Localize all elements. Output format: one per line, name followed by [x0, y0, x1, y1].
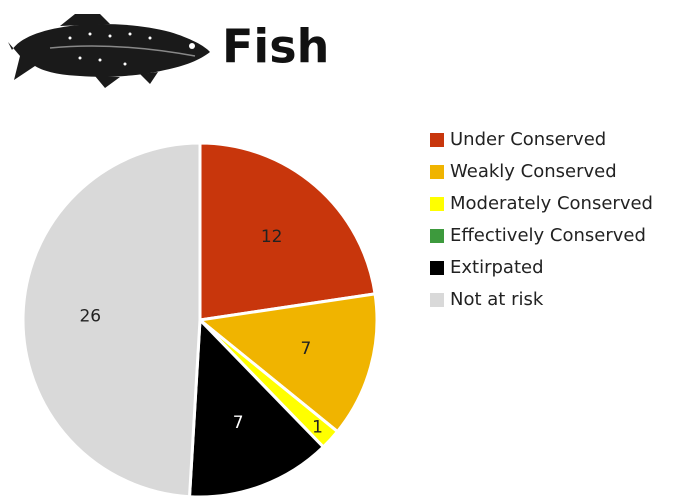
data-label: 7 [300, 339, 311, 359]
legend-label: Weakly Conserved [450, 161, 617, 182]
chart-title: Fish [222, 20, 329, 74]
pie-slice [21, 141, 202, 497]
fish-icon [8, 14, 210, 88]
legend-swatch [430, 165, 444, 179]
legend-label: Not at risk [450, 289, 544, 310]
data-label: 12 [261, 227, 283, 247]
legend-swatch [430, 229, 444, 243]
data-label: 7 [233, 413, 244, 433]
pie-slice [196, 292, 379, 434]
legend-swatch [430, 261, 444, 275]
legend-label: Moderately Conserved [450, 193, 653, 214]
pie-slice [198, 141, 377, 322]
data-label: 26 [79, 307, 101, 327]
data-label: 1 [312, 418, 323, 438]
legend-swatch [430, 293, 444, 307]
legend-label: Under Conserved [450, 129, 606, 150]
legend-label: Effectively Conserved [450, 225, 646, 246]
legend-swatch [430, 197, 444, 211]
legend-label: Extirpated [450, 257, 544, 278]
legend-swatch [430, 133, 444, 147]
